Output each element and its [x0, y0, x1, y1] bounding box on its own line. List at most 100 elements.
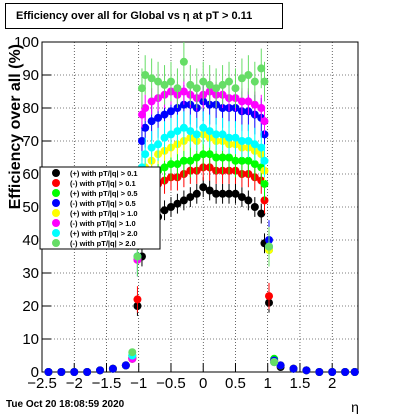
data-point: [265, 292, 274, 301]
data-point: [250, 140, 259, 149]
data-point: [141, 123, 150, 132]
data-point: [260, 77, 269, 86]
data-point: [179, 123, 188, 132]
data-point: [186, 193, 195, 202]
data-point: [218, 189, 227, 198]
legend-entry: (-) with pT/|q| > 1.0: [70, 219, 136, 228]
data-point: [231, 84, 240, 93]
x-tick-label: 2: [328, 375, 336, 392]
data-point: [244, 196, 253, 205]
data-point: [260, 179, 269, 188]
legend-entry: (+) with pT/|q| > 0.1: [70, 169, 138, 178]
data-point: [257, 64, 266, 73]
x-tick-label: 1: [264, 375, 272, 392]
data-point: [244, 137, 253, 145]
data-point: [128, 348, 137, 357]
data-point: [237, 137, 246, 145]
data-point: [83, 368, 92, 376]
data-point: [265, 242, 274, 251]
x-tick-label: 0.5: [225, 375, 246, 392]
data-point: [237, 74, 246, 83]
data-point: [244, 97, 253, 106]
x-tick-label: 1.5: [290, 375, 311, 392]
legend-marker: [52, 179, 60, 187]
timestamp: Tue Oct 20 18:08:59 2020: [6, 399, 125, 410]
y-tick-label: 30: [22, 265, 39, 282]
data-point: [199, 77, 208, 86]
data-point: [141, 104, 150, 112]
data-point: [260, 156, 269, 165]
data-point: [276, 361, 285, 370]
legend-box: [39, 166, 161, 250]
data-point: [166, 203, 175, 211]
data-point: [108, 364, 117, 373]
data-point: [231, 133, 240, 142]
data-point: [192, 84, 201, 93]
data-point: [186, 156, 195, 165]
data-point: [137, 110, 146, 119]
y-tick-label: 80: [22, 100, 39, 117]
data-point: [302, 366, 311, 375]
data-point: [205, 186, 214, 195]
y-tick-label: 0: [31, 364, 39, 381]
x-tick-label: −1: [130, 375, 147, 392]
data-point: [137, 137, 146, 145]
legend-entry: (-) with pT/|q| > 0.5: [70, 199, 136, 208]
data-point: [137, 84, 146, 93]
data-point: [147, 143, 156, 152]
data-point: [179, 57, 188, 66]
x-tick-label: −2.5: [27, 375, 57, 392]
data-point: [199, 183, 208, 192]
legend-entry: (-) with pT/|q| > 2.0: [70, 239, 136, 248]
data-point: [96, 366, 105, 375]
data-point: [212, 130, 221, 139]
data-point: [270, 358, 279, 367]
data-point: [166, 107, 175, 116]
data-point: [133, 252, 142, 261]
data-point: [328, 368, 337, 376]
data-point: [186, 80, 195, 89]
legend-entry: (+) with pT/|q| > 2.0: [70, 229, 138, 238]
legend-marker: [52, 219, 60, 227]
data-point: [257, 143, 266, 152]
data-point: [141, 71, 150, 79]
x-tick-label: −1.5: [92, 375, 122, 392]
data-point: [199, 123, 208, 132]
x-tick-label: −0.5: [156, 375, 186, 392]
data-point: [218, 153, 227, 162]
legend-marker: [52, 239, 60, 247]
data-point: [257, 209, 266, 218]
data-point: [173, 199, 182, 208]
data-point: [179, 196, 188, 205]
data-point: [231, 189, 240, 198]
data-point: [244, 156, 253, 165]
data-point: [160, 206, 169, 215]
y-tick-label: 60: [22, 166, 39, 183]
data-point: [44, 368, 53, 376]
data-point: [341, 368, 350, 376]
data-point: [166, 130, 175, 139]
y-tick-label: 10: [22, 331, 39, 348]
data-point: [154, 113, 163, 122]
y-tick-label: 50: [22, 199, 39, 216]
y-tick-label: 100: [14, 34, 39, 51]
chart-title-box: Efficiency over all for Global vs η at p…: [5, 3, 283, 29]
data-point: [179, 87, 188, 96]
data-point: [154, 77, 163, 86]
data-point: [250, 160, 259, 169]
data-point: [225, 133, 234, 142]
data-point: [121, 361, 130, 370]
legend-entry: (+) with pT/|q| > 0.5: [70, 189, 138, 198]
y-tick-label: 40: [22, 232, 39, 249]
legend-marker: [52, 169, 60, 177]
data-point: [166, 160, 175, 169]
data-point: [218, 80, 227, 89]
data-point: [237, 156, 246, 165]
data-point: [160, 133, 169, 142]
data-point: [147, 74, 156, 83]
data-point: [260, 117, 269, 126]
y-tick-label: 90: [22, 67, 39, 84]
data-point: [289, 364, 298, 373]
data-point: [173, 84, 182, 93]
